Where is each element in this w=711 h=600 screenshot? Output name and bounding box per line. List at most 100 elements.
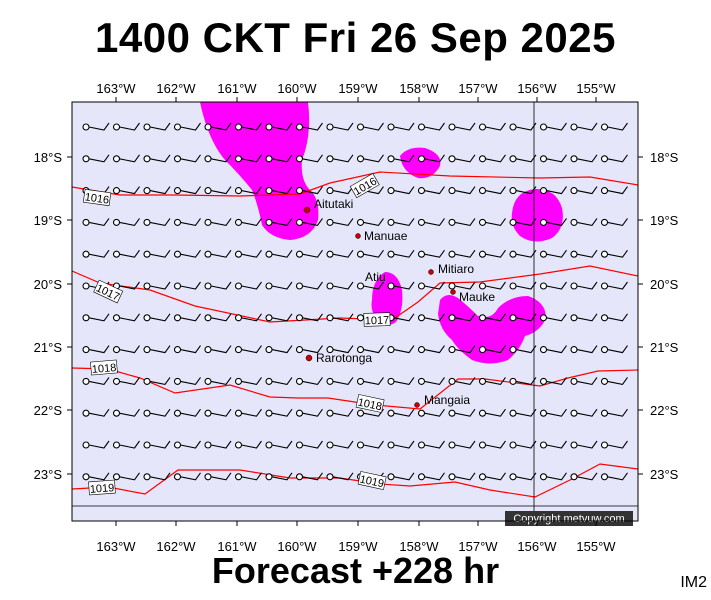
- wind-barb: [515, 218, 537, 227]
- wind-barb: [88, 218, 110, 227]
- wind-barb: [332, 440, 354, 449]
- wind-barb: [332, 472, 354, 481]
- wind-station-marker: [448, 314, 456, 322]
- wind-barb: [119, 186, 140, 195]
- island-marker-manuae: [355, 233, 361, 239]
- wind-station-marker: [387, 218, 395, 226]
- wind-barb: [88, 440, 110, 449]
- wind-barb: [424, 377, 445, 386]
- wind-station-marker: [387, 187, 395, 195]
- wind-station-marker: [387, 441, 395, 449]
- wind-station-marker: [82, 314, 90, 322]
- wind-barb: [180, 345, 201, 354]
- wind-station-marker: [356, 314, 365, 322]
- wind-station-marker: [509, 187, 517, 195]
- wind-station-marker: [509, 441, 517, 449]
- forecast-hours: Forecast +228 hr: [211, 550, 500, 591]
- wind-station-marker: [417, 377, 426, 385]
- wind-station-marker: [234, 282, 243, 290]
- wind-barb: [119, 154, 140, 163]
- wind-station-marker: [204, 155, 212, 163]
- wind-barb: [210, 122, 232, 131]
- wind-barb: [180, 408, 201, 417]
- wind-barb: [149, 313, 171, 322]
- isobar-label: 1018: [90, 359, 118, 376]
- longitude-label: 163°W: [96, 539, 136, 554]
- wind-station-marker: [295, 218, 304, 226]
- wind-station-marker: [112, 155, 121, 163]
- wind-barb: [210, 472, 232, 481]
- wind-station-marker: [570, 218, 578, 226]
- wind-station-marker: [234, 346, 243, 354]
- island-marker-mitiaro: [428, 269, 434, 275]
- wind-station-marker: [173, 123, 182, 131]
- wind-barb: [485, 313, 506, 322]
- island-label-rarotonga: Rarotonga: [316, 351, 372, 365]
- wind-barb: [454, 154, 476, 163]
- wind-barb: [119, 408, 140, 417]
- wind-station-marker: [234, 441, 243, 449]
- wind-station-marker: [478, 473, 487, 481]
- wind-barb: [515, 122, 537, 131]
- wind-barb: [363, 218, 384, 227]
- wind-barb: [302, 345, 323, 354]
- wind-station-marker: [143, 346, 151, 354]
- wind-station-marker: [295, 441, 304, 449]
- wind-barb: [332, 408, 354, 417]
- wind-station-marker: [570, 346, 578, 354]
- wind-barb: [424, 313, 445, 322]
- svg-text:1017: 1017: [365, 315, 390, 328]
- wind-barb: [302, 122, 323, 131]
- longitude-label: 156°W: [517, 539, 557, 554]
- wind-station-marker: [356, 123, 365, 131]
- wind-station-marker: [478, 377, 487, 385]
- wind-barb: [515, 281, 537, 290]
- wind-station-marker: [265, 218, 273, 226]
- graticule: [72, 102, 638, 521]
- wind-barb: [454, 122, 476, 131]
- wind-barb: [515, 154, 537, 163]
- wind-station-marker: [204, 346, 212, 354]
- wind-station-marker: [509, 123, 517, 131]
- wind-barb: [485, 345, 506, 354]
- wind-barb: [149, 154, 171, 163]
- wind-station-marker: [448, 473, 456, 481]
- wind-barb: [302, 249, 323, 258]
- wind-station-marker: [417, 187, 426, 195]
- wind-barb: [210, 408, 232, 417]
- wind-barb: [485, 408, 506, 417]
- wind-barb: [271, 281, 293, 290]
- wind-barb: [302, 154, 323, 163]
- wind-barb: [546, 122, 567, 131]
- wind-station-marker: [448, 377, 456, 385]
- isobar-label: 1019: [88, 479, 116, 496]
- wind-barb: [88, 249, 110, 258]
- island-label-mangaia: Mangaia: [424, 393, 470, 407]
- latitude-label: 20°S: [34, 277, 63, 292]
- wind-barb: [332, 313, 354, 322]
- wind-station-marker: [295, 314, 304, 322]
- wind-station-marker: [539, 377, 548, 385]
- wind-station-marker: [204, 218, 212, 226]
- longitude-label: 161°W: [217, 81, 257, 96]
- wind-station-marker: [448, 123, 456, 131]
- wind-barb: [515, 186, 537, 195]
- wind-barb: [241, 313, 262, 322]
- wind-barb: [546, 313, 567, 322]
- wind-station-marker: [143, 377, 151, 385]
- wind-station-marker: [295, 123, 304, 131]
- wind-barb: [241, 281, 262, 290]
- wind-station-marker: [600, 346, 609, 354]
- wind-station-marker: [204, 282, 212, 290]
- wind-station-marker: [265, 473, 273, 481]
- latitude-label: 18°S: [34, 150, 63, 165]
- wind-station-marker: [570, 123, 578, 131]
- wind-barb: [302, 218, 323, 227]
- wind-station-marker: [509, 346, 517, 354]
- wind-station-marker: [600, 409, 609, 417]
- wind-barb: [119, 218, 140, 227]
- wind-barb: [576, 281, 598, 290]
- latitude-label: 20°S: [650, 277, 679, 292]
- wind-barb: [119, 281, 140, 290]
- wind-station-marker: [570, 441, 578, 449]
